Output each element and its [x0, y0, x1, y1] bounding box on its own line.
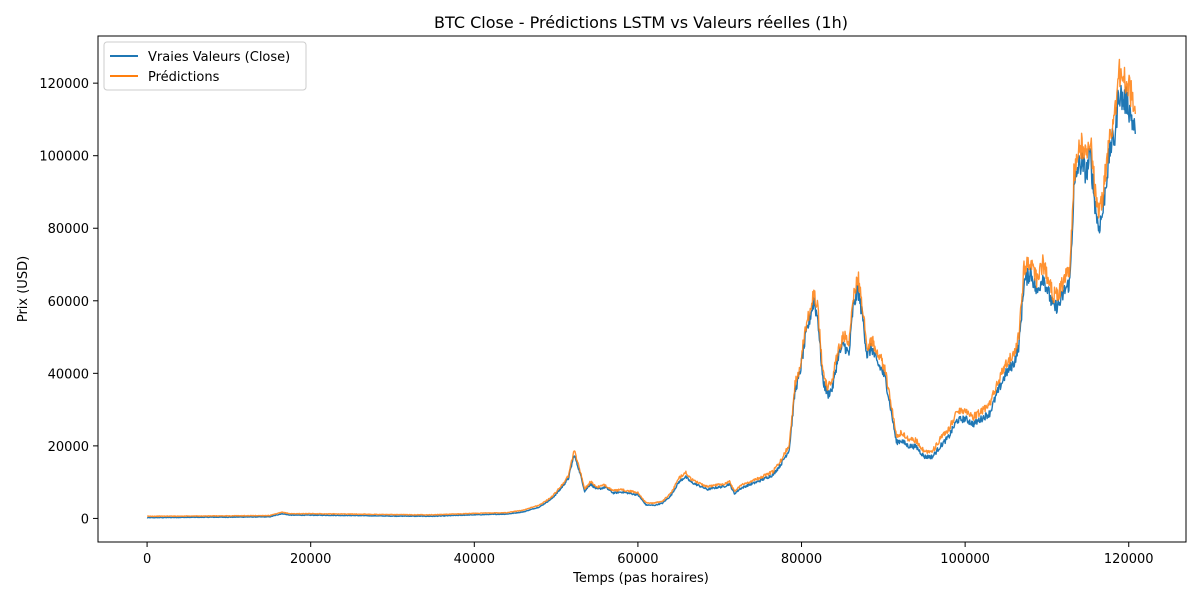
x-axis: 0 20000 40000 60000 80000 100000 120000 [143, 542, 1154, 567]
plot-area: 0 20000 40000 60000 80000 100000 120000 0 20000… [39, 35, 1187, 567]
series-line-2 [146, 58, 1136, 518]
legend: Vraies Valeurs (Close) Prédictions [103, 41, 307, 91]
axes-frame [97, 35, 1187, 543]
y-axis-label: Prix (USD) [16, 256, 31, 322]
x-tick-label: 80000 [781, 552, 822, 567]
y-tick-label: 0 [81, 512, 89, 527]
x-axis-label: Temps (pas horaires) [572, 571, 709, 586]
x-tick-label: 100000 [940, 552, 990, 567]
series-line-1 [146, 84, 1136, 519]
legend-label-series-1: Vraies Valeurs (Close) [148, 50, 290, 65]
x-tick-label: 120000 [1104, 552, 1154, 567]
x-tick-label: 60000 [617, 552, 658, 567]
legend-box [103, 41, 307, 91]
x-tick-label: 20000 [290, 552, 331, 567]
y-tick-label: 60000 [48, 295, 89, 310]
y-tick-label: 20000 [48, 440, 89, 455]
chart-title: BTC Close - Prédictions LSTM vs Valeurs … [434, 13, 848, 32]
x-tick-label: 0 [143, 552, 151, 567]
series-group [146, 58, 1136, 519]
legend-label-series-2: Prédictions [148, 70, 220, 85]
x-tick-label: 40000 [454, 552, 495, 567]
y-tick-label: 80000 [48, 222, 89, 237]
y-axis: 0 20000 40000 60000 80000 100000 120000 [39, 77, 98, 527]
y-tick-label: 40000 [48, 367, 89, 382]
y-tick-label: 120000 [39, 77, 89, 92]
y-tick-label: 100000 [39, 150, 89, 165]
